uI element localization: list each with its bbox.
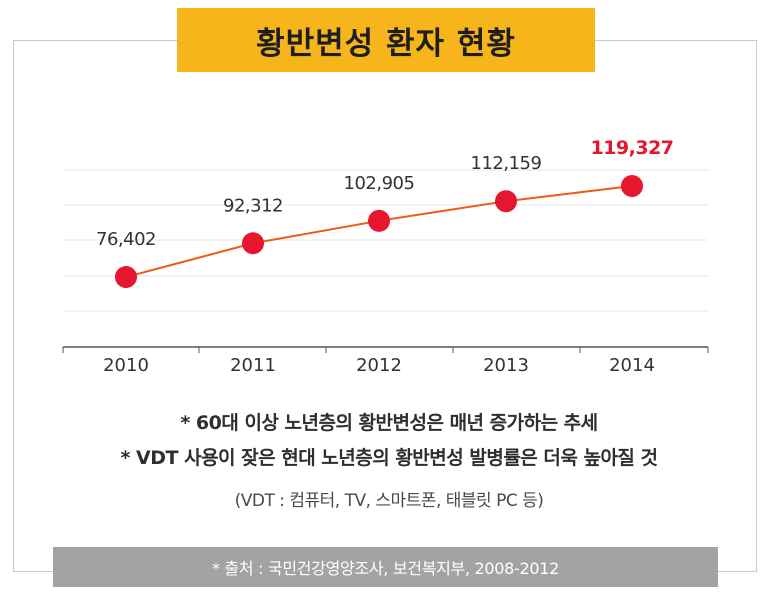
- source-text: * 출처 : 국민건강영양조사, 보건복지부, 2008-2012: [211, 559, 560, 578]
- x-tick-label: 2011: [230, 355, 276, 376]
- data-point: [621, 175, 643, 197]
- data-point: [495, 190, 517, 213]
- data-label: 76,402: [96, 229, 156, 250]
- data-label: 119,327: [590, 137, 673, 159]
- x-tick-label: 2010: [103, 355, 149, 376]
- data-point: [115, 266, 137, 288]
- x-tick-label: 2012: [356, 355, 402, 376]
- x-tick-label: 2014: [609, 355, 655, 376]
- note-line-1: * 60대 이상 노년층의 황반변성은 매년 증가하는 추세: [180, 412, 598, 434]
- chart-title: 황반변성 환자 현황: [256, 25, 516, 62]
- data-point: [368, 209, 390, 232]
- data-point: [242, 232, 264, 255]
- source-bar: * 출처 : 국민건강영양조사, 보건복지부, 2008-2012: [53, 547, 718, 587]
- data-label: 102,905: [344, 173, 415, 194]
- data-label: 112,159: [471, 153, 542, 174]
- note-line-3: (VDT : 컴퓨터, TV, 스마트폰, 태블릿 PC 등): [234, 491, 544, 511]
- note-line-2: * VDT 사용이 잦은 현대 노년층의 황반변성 발병률은 더욱 높아질 것: [120, 447, 658, 469]
- data-label: 92,312: [223, 195, 283, 216]
- x-tick-label: 2013: [483, 355, 529, 376]
- title-banner: 황반변성 환자 현황: [177, 8, 595, 72]
